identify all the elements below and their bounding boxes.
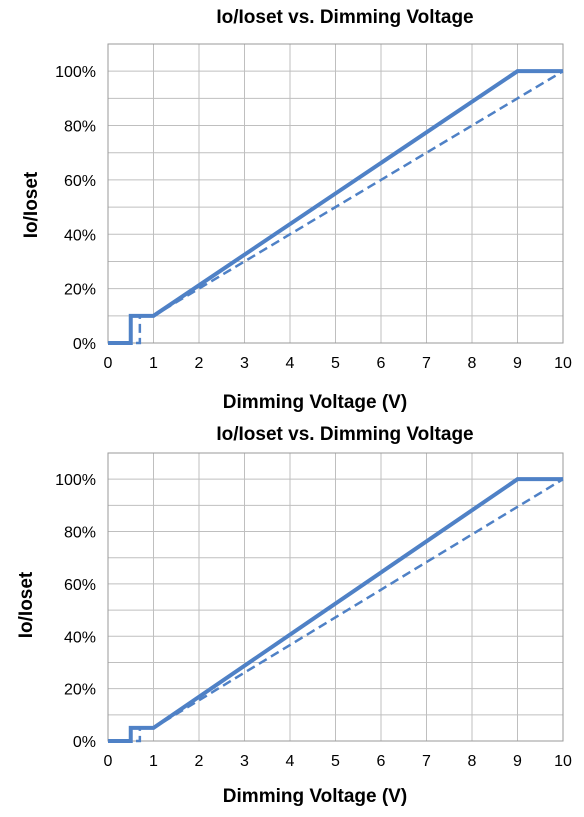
y-tick-label: 60% [64,577,96,594]
x-tick-label: 10 [554,753,572,770]
plot-frame [107,43,564,344]
plot-frame [107,452,564,742]
x-tick-label: 0 [104,355,113,372]
chart-title: Io/Ioset vs. Dimming Voltage [216,7,473,28]
x-tick-label: 8 [468,355,477,372]
y-tick-label: 0% [73,336,96,353]
x-tick-label: 6 [377,753,386,770]
x-tick-label: 3 [240,355,249,372]
x-tick-label: 7 [422,753,431,770]
x-tick-label: 1 [149,753,158,770]
y-tick-label: 40% [64,629,96,646]
x-tick-label: 1 [149,355,158,372]
x-tick-label: 9 [513,753,522,770]
x-axis-label: Dimming Voltage (V) [223,392,407,413]
y-tick-label: 100% [55,64,96,81]
x-tick-label: 8 [468,753,477,770]
x-tick-label: 10 [554,355,572,372]
x-tick-label: 5 [331,753,340,770]
y-tick-label: 100% [55,472,96,489]
x-tick-label: 4 [286,355,295,372]
x-tick-label: 7 [422,355,431,372]
x-tick-label: 4 [286,753,295,770]
y-tick-label: 0% [73,734,96,751]
x-tick-label: 3 [240,753,249,770]
y-tick-label: 20% [64,682,96,699]
y-tick-label: 40% [64,227,96,244]
y-tick-label: 20% [64,282,96,299]
chart-bottom: Io/Ioset vs. Dimming Voltage Dimming Vol… [16,424,572,807]
chart-title: Io/Ioset vs. Dimming Voltage [216,424,473,445]
x-tick-label: 6 [377,355,386,372]
y-tick-label: 60% [64,173,96,190]
x-tick-label: 0 [104,753,113,770]
y-tick-label: 80% [64,119,96,136]
x-axis-label: Dimming Voltage (V) [223,786,407,807]
x-tick-label: 9 [513,355,522,372]
x-tick-label: 2 [195,355,204,372]
x-tick-label: 5 [331,355,340,372]
y-axis-label: Io/Ioset [16,571,37,638]
x-tick-label: 2 [195,753,204,770]
series-line-dashed [108,478,564,743]
y-tick-label: 80% [64,525,96,542]
series-line-dashed [108,70,564,345]
y-axis-label: Io/Ioset [21,171,42,238]
chart-top: Io/Ioset vs. Dimming Voltage Dimming Vol… [21,7,572,413]
